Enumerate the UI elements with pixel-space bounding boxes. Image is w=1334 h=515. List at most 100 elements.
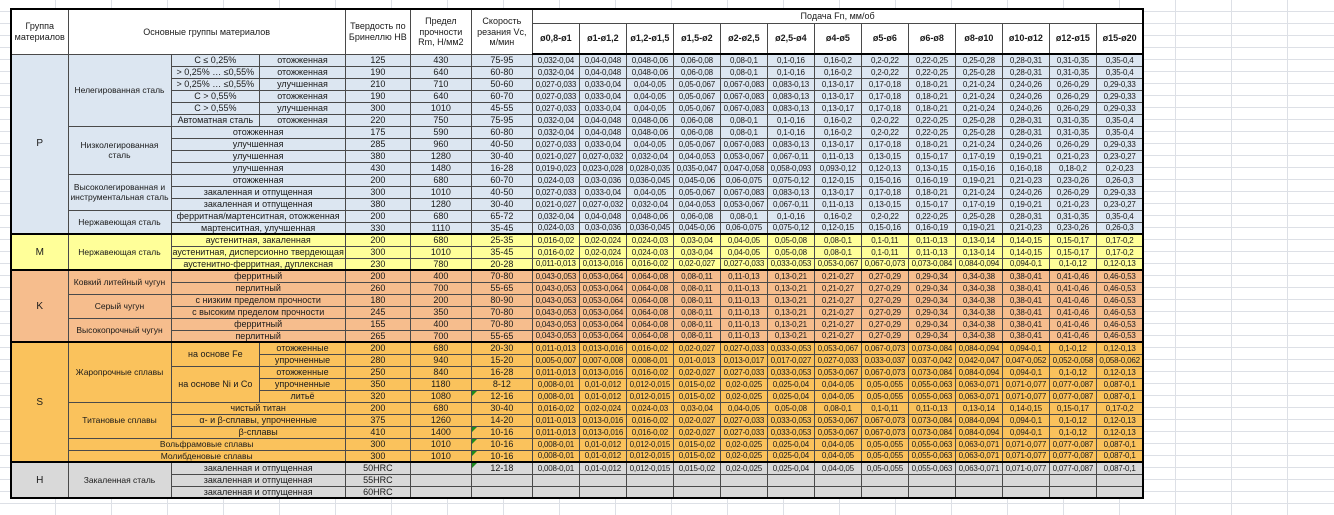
header-diameter[interactable]: ø8-ø10 xyxy=(954,22,1003,55)
feed-cell[interactable]: 0,01-0,012 xyxy=(578,389,627,403)
feed-cell[interactable]: 0,04-0,053 xyxy=(672,197,721,211)
header-main-groups[interactable]: Основные группы материалов xyxy=(67,8,346,55)
hardness-cell[interactable]: 200 xyxy=(344,401,411,415)
feed-cell[interactable]: 0,058-0,093 xyxy=(766,161,815,175)
speed-cell[interactable]: 10-16 xyxy=(470,437,533,451)
feed-cell[interactable]: 0,18-0,21 xyxy=(907,89,956,103)
feed-cell[interactable]: 0,06-0,075 xyxy=(719,221,768,235)
feed-cell[interactable]: 0,075-0,12 xyxy=(766,173,815,187)
hardness-cell[interactable]: 125 xyxy=(344,53,411,67)
feed-cell[interactable]: 0,06-0,08 xyxy=(672,53,721,67)
strength-cell[interactable]: 1280 xyxy=(409,149,472,163)
speed-cell[interactable]: 35-45 xyxy=(470,221,533,235)
speed-cell[interactable]: 55-65 xyxy=(470,281,533,295)
feed-cell[interactable] xyxy=(907,485,956,499)
speed-cell[interactable]: 60-80 xyxy=(470,65,533,79)
feed-cell[interactable]: 0,12-0,13 xyxy=(1095,413,1144,427)
feed-cell[interactable]: 0,067-0,073 xyxy=(860,341,909,355)
feed-cell[interactable]: 0,012-0,015 xyxy=(625,389,674,403)
feed-cell[interactable]: 0,21-0,23 xyxy=(1001,173,1050,187)
material-cell[interactable]: Вольфрамовые сплавы xyxy=(67,437,346,451)
speed-cell[interactable]: 30-40 xyxy=(470,197,533,211)
hardness-cell[interactable]: 55HRC xyxy=(344,473,411,487)
hardness-cell[interactable]: 410 xyxy=(344,425,411,439)
feed-cell[interactable]: 0,027-0,033 xyxy=(531,101,580,115)
feed-cell[interactable]: 0,26-0,3 xyxy=(1095,173,1144,187)
strength-cell[interactable]: 590 xyxy=(409,125,472,139)
feed-cell[interactable]: 0,094-0,1 xyxy=(1001,341,1050,355)
material-cell[interactable]: перлитный xyxy=(170,281,346,295)
strength-cell[interactable]: 400 xyxy=(409,317,472,331)
feed-cell[interactable]: 0,032-0,04 xyxy=(625,197,674,211)
feed-cell[interactable]: 0,063-0,071 xyxy=(954,449,1003,463)
material-cell[interactable]: отожженные xyxy=(259,341,346,355)
feed-cell[interactable]: 0,008-0,01 xyxy=(531,389,580,403)
speed-cell[interactable]: 70-80 xyxy=(470,269,533,283)
feed-cell[interactable] xyxy=(813,485,862,499)
feed-cell[interactable]: 0,16-0,2 xyxy=(813,125,862,139)
feed-cell[interactable]: 0,17-0,19 xyxy=(954,197,1003,211)
feed-cell[interactable]: 0,24-0,26 xyxy=(1001,77,1050,91)
feed-cell[interactable]: 0,047-0,058 xyxy=(719,161,768,175)
hardness-cell[interactable]: 200 xyxy=(344,209,411,223)
hardness-cell[interactable]: 300 xyxy=(344,245,411,259)
feed-cell[interactable] xyxy=(954,473,1003,487)
feed-cell[interactable] xyxy=(672,473,721,487)
feed-cell[interactable]: 0,02-0,025 xyxy=(719,461,768,475)
feed-cell[interactable]: 0,02-0,027 xyxy=(672,257,721,271)
feed-cell[interactable]: 0,053-0,064 xyxy=(578,269,627,283)
feed-cell[interactable]: 0,071-0,077 xyxy=(1001,449,1050,463)
feed-cell[interactable]: 0,22-0,25 xyxy=(907,209,956,223)
material-cell[interactable]: отожженная xyxy=(259,53,346,67)
feed-cell[interactable]: 0,41-0,46 xyxy=(1048,281,1097,295)
feed-cell[interactable]: 0,35-0,4 xyxy=(1095,65,1144,79)
strength-cell[interactable]: 640 xyxy=(409,89,472,103)
feed-cell[interactable]: 0,22-0,25 xyxy=(907,113,956,127)
feed-cell[interactable]: 0,21-0,27 xyxy=(813,269,862,283)
feed-cell[interactable]: 0,053-0,067 xyxy=(813,341,862,355)
feed-cell[interactable]: 0,16-0,19 xyxy=(907,221,956,235)
strength-cell[interactable]: 680 xyxy=(409,173,472,187)
feed-cell[interactable]: 0,033-0,04 xyxy=(578,185,627,199)
hardness-cell[interactable]: 375 xyxy=(344,413,411,427)
feed-cell[interactable]: 0,16-0,2 xyxy=(813,65,862,79)
material-cell[interactable]: Нелегированная сталь xyxy=(67,53,172,127)
feed-cell[interactable]: 0,05-0,067 xyxy=(672,77,721,91)
feed-cell[interactable]: 0,31-0,35 xyxy=(1048,209,1097,223)
feed-cell[interactable]: 0,1-0,16 xyxy=(766,125,815,139)
feed-cell[interactable]: 0,1-0,12 xyxy=(1048,341,1097,355)
strength-cell[interactable]: 1260 xyxy=(409,413,472,427)
feed-cell[interactable]: 0,12-0,15 xyxy=(813,173,862,187)
material-cell[interactable]: ферритная/мартенситная, отожженная xyxy=(170,209,346,223)
feed-cell[interactable] xyxy=(860,485,909,499)
material-cell[interactable]: улучшенная xyxy=(259,77,346,91)
feed-cell[interactable]: 0,04-0,05 xyxy=(813,389,862,403)
material-cell[interactable]: Жаропрочные сплавы xyxy=(67,341,172,403)
header-diameter[interactable]: ø2,5-ø4 xyxy=(766,22,815,55)
feed-cell[interactable]: 0,35-0,4 xyxy=(1095,53,1144,67)
feed-cell[interactable]: 0,033-0,04 xyxy=(578,137,627,151)
material-cell[interactable]: с высоким пределом прочности xyxy=(170,305,346,319)
speed-cell[interactable]: 50-60 xyxy=(470,77,533,91)
feed-cell[interactable]: 0,13-0,14 xyxy=(954,233,1003,247)
feed-cell[interactable]: 0,043-0,053 xyxy=(531,305,580,319)
feed-cell[interactable]: 0,063-0,071 xyxy=(954,389,1003,403)
speed-cell[interactable]: 75-95 xyxy=(470,53,533,67)
feed-cell[interactable]: 0,29-0,34 xyxy=(907,281,956,295)
speed-cell[interactable]: 60-80 xyxy=(470,125,533,139)
feed-cell[interactable]: 0,024-0,03 xyxy=(531,173,580,187)
feed-cell[interactable]: 0,19-0,21 xyxy=(954,173,1003,187)
feed-cell[interactable]: 0,063-0,071 xyxy=(954,437,1003,451)
feed-cell[interactable] xyxy=(1095,485,1144,499)
feed-cell[interactable]: 0,073-0,084 xyxy=(907,341,956,355)
strength-cell[interactable]: 1010 xyxy=(409,245,472,259)
feed-cell[interactable]: 0,18-0,21 xyxy=(907,77,956,91)
feed-cell[interactable]: 0,04-0,05 xyxy=(813,461,862,475)
feed-cell[interactable]: 0,04-0,048 xyxy=(578,209,627,223)
feed-cell[interactable]: 0,23-0,26 xyxy=(1048,221,1097,235)
feed-cell[interactable]: 0,41-0,46 xyxy=(1048,317,1097,331)
feed-cell[interactable] xyxy=(766,485,815,499)
material-cell[interactable]: α- и β-сплавы, упрочненные xyxy=(170,413,346,427)
feed-cell[interactable]: 0,064-0,08 xyxy=(625,305,674,319)
feed-cell[interactable]: 0,13-0,17 xyxy=(813,89,862,103)
